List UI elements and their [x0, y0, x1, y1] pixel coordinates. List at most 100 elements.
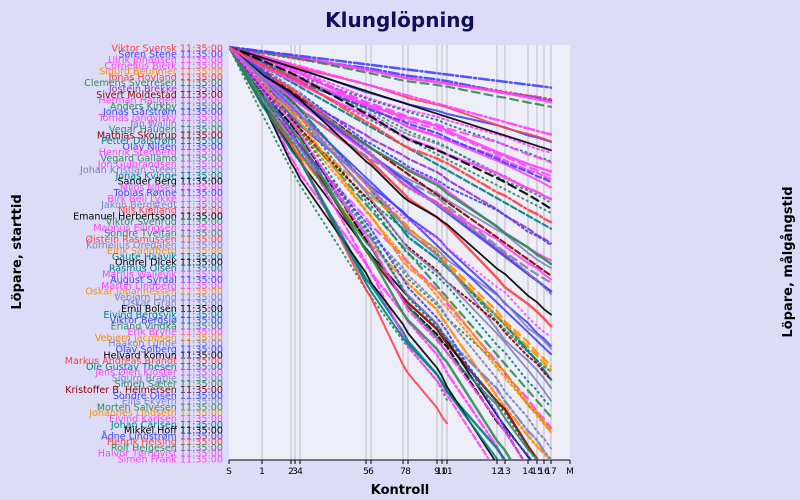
- series-line: [229, 45, 553, 381]
- runner-label: Mathias Skourup 11:35:00: [97, 130, 223, 141]
- runner-label: Morten Salvesen 11:35:00: [97, 402, 223, 413]
- tick-label: 13: [499, 467, 510, 477]
- runner-label: Erik Bryne 11:35:00: [127, 327, 223, 338]
- runner-label: Helvard Komun 11:35:00: [103, 350, 223, 361]
- runner-label: Sondre Tveitan 11:35:00: [104, 229, 223, 240]
- series-line: [229, 46, 448, 425]
- runner-label: Øistein Rasmussen 11:35:00: [85, 234, 223, 246]
- tick-label: 1: [259, 467, 265, 477]
- runner-label: Emanuel Herbertsson 11:35:00: [73, 211, 223, 222]
- runner-label: Mikkel Hoff 11:35:00: [124, 426, 223, 437]
- series-line: [229, 45, 553, 230]
- series-line: [229, 45, 553, 368]
- series-line: [229, 46, 552, 204]
- runner-label: Sander Berg 11:35:00: [117, 177, 223, 188]
- series-line: [229, 46, 552, 316]
- chart-title: Klunglöpning: [325, 8, 475, 32]
- series-line: [229, 45, 553, 89]
- series-line: [229, 46, 552, 281]
- tick-label: 16: [538, 467, 550, 477]
- series-line: [229, 45, 506, 460]
- runner-label: Viktor Bergsjø 11:35:00: [110, 316, 223, 327]
- runner-label: Henrik Stenberg 11:35:00: [99, 148, 223, 159]
- tick-label: 15: [531, 467, 542, 477]
- series-line: [229, 45, 553, 136]
- runner-label: Vegard Gallamo 11:35:00: [101, 153, 223, 164]
- series-line: [229, 46, 552, 402]
- runner-label: Jonas Hovland 11:35:00: [108, 72, 223, 83]
- runner-label: Johannes Lindseth 11:35:00: [88, 408, 223, 419]
- y-axis-label-left: Löpare, starttid: [10, 194, 25, 309]
- runner-label: Birk Bell Lykke 11:35:00: [107, 194, 223, 205]
- runner-label: Sivert Moldestad 11:35:00: [96, 90, 223, 101]
- runner-label: Vegar Haugen 11:35:00: [109, 125, 223, 136]
- runner-label: Olav Nilsen 11:35:00: [123, 142, 223, 153]
- series-line: [229, 46, 539, 460]
- runner-label: Gaute Haavik 11:35:00: [112, 252, 223, 263]
- runner-label: Herman Haugen 11:35:00: [98, 96, 223, 107]
- series-line: [229, 45, 553, 201]
- series-line: [229, 45, 553, 460]
- runner-label: Henrik Helsing 11:35:00: [107, 437, 223, 448]
- series-line: [229, 45, 553, 224]
- runner-label: Johan Kristian Steen 11:35:00: [79, 165, 223, 176]
- runner-label: Milos Nilsen 11:35:00: [120, 182, 223, 193]
- runner-label: Søren Stene 11:35:00: [118, 49, 223, 60]
- series-line: [229, 45, 553, 108]
- runner-label: Jan Wallin 11:35:00: [129, 119, 223, 130]
- series-lines: [229, 45, 553, 460]
- runner-label: Emil Bolsen 11:35:00: [121, 304, 223, 315]
- series-line: [229, 45, 525, 460]
- runner-label: Rolf Helgesen 11:35:00: [111, 443, 223, 454]
- series-line: [229, 46, 552, 189]
- tick-label: 3: [292, 467, 298, 477]
- runner-label: Clemens Sverresen 11:35:00: [84, 78, 223, 89]
- series-line: [229, 46, 552, 247]
- runner-label: Ådne Lindstrøm 11:35:00: [101, 429, 223, 442]
- y-axis-label-right: Löpare, målgångstid: [781, 186, 796, 337]
- runner-label: Oskar Gran 11:35:00: [123, 298, 223, 309]
- runner-label: Sigurd Beuhmer 11:35:00: [99, 67, 223, 78]
- runner-label: Magnus Ellingsen 11:35:00: [93, 223, 223, 234]
- runner-label: Jens Øien Kloster 11:35:00: [94, 367, 223, 379]
- runner-label: Oskar Johannessen 11:35:00: [85, 287, 223, 298]
- runner-label: Sigurd Bratlie 11:35:00: [112, 373, 223, 384]
- tick-label: 10: [436, 467, 448, 477]
- runner-label: Jon Gulbrandsen 11:35:00: [97, 159, 223, 170]
- runner-label: Markus Andreas Brandt 11:35:00: [65, 356, 223, 367]
- runner-label: Vebjørn Jacobsen 11:35:00: [95, 333, 223, 344]
- runner-label: Kristoffer B. Helmersen 11:35:00: [65, 385, 223, 396]
- tick-label: 8: [405, 467, 411, 477]
- tick-label: 11: [441, 467, 452, 477]
- tick-label: 9: [434, 467, 440, 477]
- series-line: [229, 46, 552, 152]
- x-axis-label: Kontroll: [371, 483, 430, 498]
- tick-label: 4: [297, 467, 303, 477]
- runner-label: Jostein Brekke 11:35:00: [108, 84, 223, 95]
- runner-label: Jonas Gärstrøm 11:35:00: [102, 107, 223, 118]
- tick-label: M: [566, 467, 574, 477]
- tick-label: 5: [363, 467, 369, 477]
- runner-label: Kornelius Oredalen 11:35:00: [86, 240, 223, 251]
- runner-label: Erland Vindkå 11:35:00: [111, 319, 223, 332]
- runner-label: Jonas Kvinge 11:35:00: [114, 171, 223, 182]
- series-line: [229, 46, 552, 296]
- tick-label: 7: [400, 467, 406, 477]
- tick-label: 2: [288, 467, 294, 477]
- runner-label: Martin Lindberg 11:35:00: [101, 281, 223, 292]
- tick-label: 14: [522, 467, 534, 477]
- tick-label: S: [226, 467, 232, 477]
- runner-label: Ondrej Dicek 11:35:00: [115, 258, 223, 269]
- tick-label: 6: [368, 467, 374, 477]
- runner-label: Tomas Jangvisky 11:35:00: [97, 113, 223, 124]
- runner-label: Haakon Lunde 11:35:00: [108, 339, 223, 350]
- runner-label: Johan Carlsen 11:35:00: [110, 420, 223, 431]
- runner-label: Viktor Svensk 11:35:00: [111, 44, 223, 55]
- runner-label: Nils Kjelland 11:35:00: [118, 206, 223, 217]
- runner-label: Simen Sæter 11:35:00: [115, 379, 223, 390]
- runner-label: Olav Solberg 11:35:00: [116, 345, 223, 356]
- series-line: [229, 46, 552, 338]
